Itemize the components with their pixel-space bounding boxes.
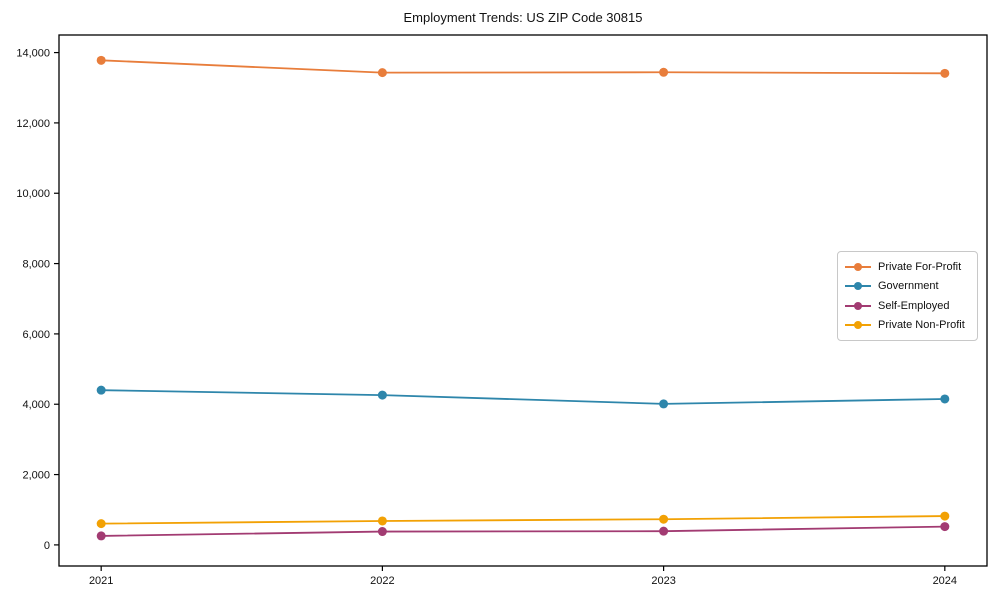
y-tick-label: 8,000 bbox=[22, 259, 50, 271]
legend-item: Government bbox=[845, 277, 969, 295]
data-point bbox=[940, 511, 950, 521]
legend-item: Private Non-Profit bbox=[845, 316, 969, 334]
legend-marker-icon bbox=[845, 262, 871, 272]
data-point bbox=[96, 385, 106, 395]
chart-title: Employment Trends: US ZIP Code 30815 bbox=[403, 10, 643, 25]
series-line-private-for-profit bbox=[101, 59, 945, 75]
legend-label: Private Non-Profit bbox=[878, 318, 965, 331]
data-point bbox=[377, 68, 387, 78]
legend-label: Self-Employed bbox=[878, 299, 950, 312]
series-line-private-non-profit bbox=[101, 515, 945, 525]
x-tick-label: 2024 bbox=[933, 575, 957, 587]
axes-frame bbox=[58, 34, 988, 567]
series-line-self-employed bbox=[101, 525, 945, 537]
data-point bbox=[940, 522, 950, 532]
y-tick-label: 0 bbox=[44, 540, 50, 552]
data-point bbox=[377, 527, 387, 537]
data-point bbox=[940, 68, 950, 78]
legend-item: Private For-Profit bbox=[845, 258, 969, 276]
data-point bbox=[377, 390, 387, 400]
series-line-government bbox=[101, 389, 945, 405]
data-point bbox=[377, 516, 387, 526]
y-tick-label: 14,000 bbox=[16, 48, 50, 60]
data-point bbox=[659, 67, 669, 77]
y-tick-label: 4,000 bbox=[22, 399, 50, 411]
data-point bbox=[659, 514, 669, 524]
legend-marker-icon bbox=[845, 281, 871, 291]
legend-marker-icon bbox=[845, 301, 871, 311]
y-tick-label: 10,000 bbox=[16, 188, 50, 200]
data-point bbox=[96, 531, 106, 541]
legend-label: Government bbox=[878, 280, 939, 293]
legend-marker-icon bbox=[845, 320, 871, 330]
y-tick-label: 2,000 bbox=[22, 470, 50, 482]
x-tick-label: 2023 bbox=[651, 575, 675, 587]
data-point bbox=[659, 526, 669, 536]
y-tick-label: 12,000 bbox=[16, 118, 50, 130]
data-point bbox=[96, 55, 106, 65]
x-tick-label: 2021 bbox=[89, 575, 113, 587]
y-tick-label: 6,000 bbox=[22, 329, 50, 341]
x-tick-label: 2022 bbox=[370, 575, 394, 587]
legend: Private For-Profit Government Self-Employe… bbox=[837, 251, 978, 341]
data-point bbox=[940, 394, 950, 404]
data-point bbox=[659, 399, 669, 409]
data-point bbox=[96, 519, 106, 529]
legend-item: Self-Employed bbox=[845, 297, 969, 315]
legend-label: Private For-Profit bbox=[878, 261, 962, 273]
